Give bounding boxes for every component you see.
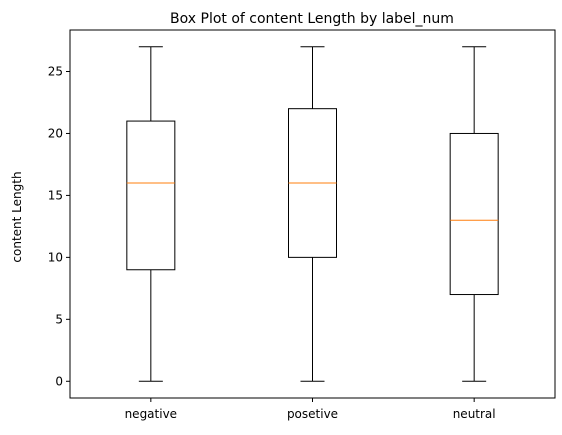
iqr-box <box>126 120 176 271</box>
y-tick-label: 25 <box>48 65 63 79</box>
x-tick-label: negative <box>125 407 177 421</box>
chart-title: Box Plot of content Length by label_num <box>170 11 454 27</box>
y-tick-label: 15 <box>48 188 63 202</box>
y-tick-label: 0 <box>55 374 63 388</box>
y-tick-label: 5 <box>55 312 63 326</box>
box-group-negative <box>126 46 176 382</box>
x-tick-label: posetive <box>287 407 338 421</box>
y-tick-label: 20 <box>48 126 63 140</box>
plot-area-frame <box>69 29 556 399</box>
box-group-neutral <box>449 46 499 382</box>
y-axis-label: content Length <box>10 171 24 262</box>
x-axis-ticks: negative posetive neutral <box>125 398 496 421</box>
box-group-posetive <box>288 46 337 382</box>
box-series <box>126 46 499 382</box>
x-tick-label: neutral <box>453 407 496 421</box>
y-axis-ticks: 0 5 10 15 20 25 <box>48 65 70 388</box>
iqr-box <box>449 132 499 296</box>
y-tick-label: 10 <box>48 250 63 264</box>
